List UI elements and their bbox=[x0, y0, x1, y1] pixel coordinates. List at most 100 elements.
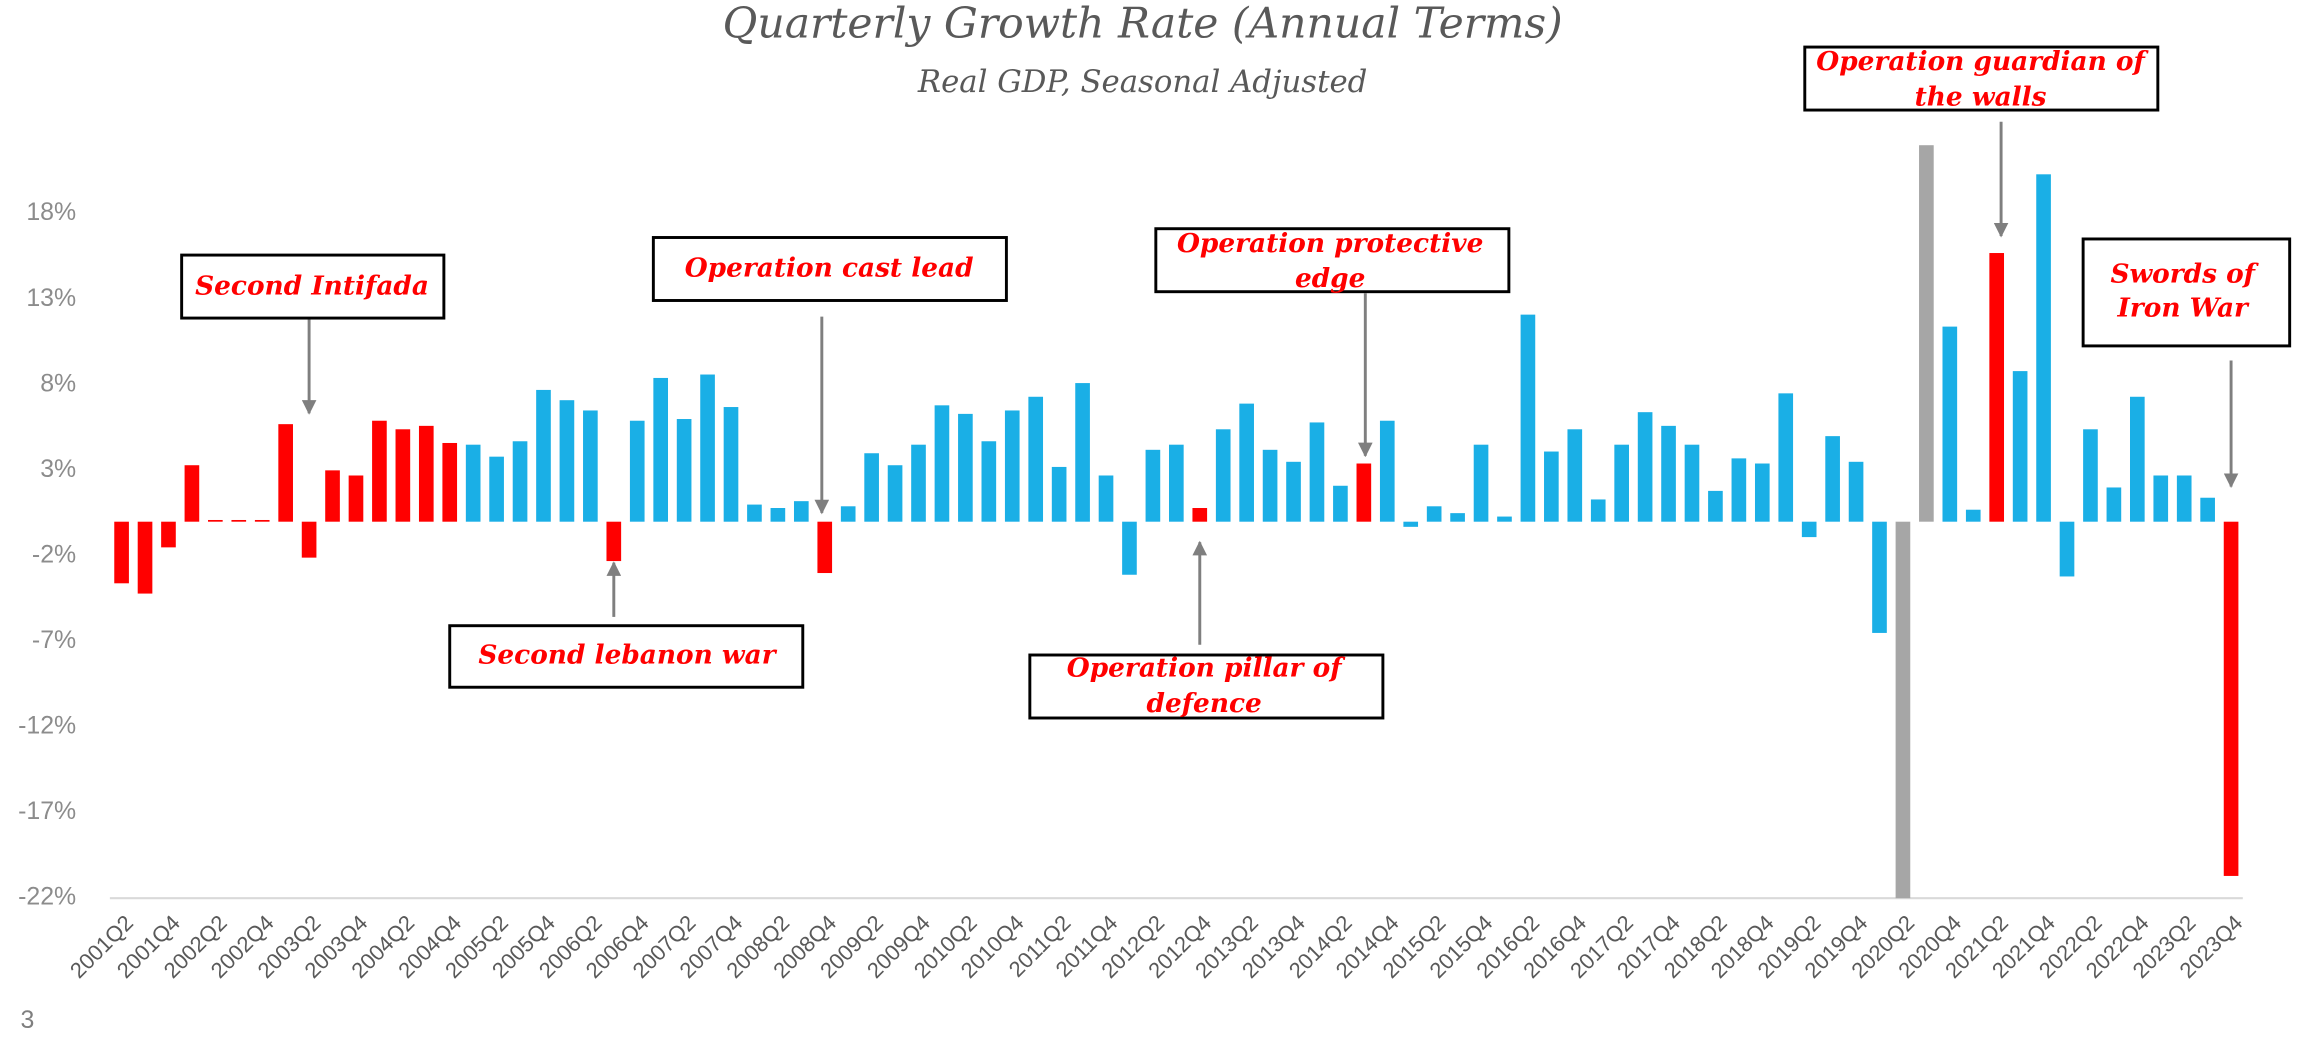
bar bbox=[559, 400, 575, 522]
bar bbox=[1356, 463, 1372, 522]
bar bbox=[1661, 425, 1676, 522]
bar bbox=[1426, 506, 1442, 522]
bar bbox=[1614, 444, 1629, 522]
bar bbox=[1122, 521, 1137, 575]
bar bbox=[2176, 475, 2192, 522]
y-tick-label: 3% bbox=[40, 455, 76, 483]
bar bbox=[372, 420, 387, 522]
y-tick-label: 13% bbox=[26, 284, 76, 312]
y-tick-label: -12% bbox=[18, 712, 76, 740]
bar bbox=[254, 519, 270, 522]
bar bbox=[911, 444, 926, 522]
bar bbox=[1145, 449, 1161, 522]
page-number: 3 bbox=[21, 1006, 35, 1034]
annotation-text: edge bbox=[1295, 263, 1365, 294]
bar bbox=[1403, 521, 1419, 527]
bar bbox=[2083, 429, 2098, 522]
bar bbox=[1309, 422, 1325, 522]
bar bbox=[1544, 451, 1559, 522]
bar bbox=[723, 407, 739, 522]
bar bbox=[887, 465, 903, 522]
bar bbox=[793, 501, 809, 522]
bar bbox=[489, 456, 504, 522]
y-tick-label: -22% bbox=[18, 883, 76, 911]
y-tick-label: -2% bbox=[32, 541, 76, 569]
annotation-text: defence bbox=[1147, 688, 1262, 719]
bar bbox=[653, 377, 669, 522]
bar bbox=[2129, 396, 2145, 522]
annotation-box bbox=[1154, 227, 1511, 294]
annotation-box bbox=[180, 253, 446, 320]
bar bbox=[208, 519, 223, 522]
bar bbox=[161, 521, 176, 548]
bar bbox=[934, 405, 950, 522]
bar bbox=[1286, 461, 1301, 522]
bar bbox=[1192, 508, 1208, 522]
bar bbox=[1004, 410, 1020, 522]
bar bbox=[583, 410, 598, 522]
annotation-text: the walls bbox=[1915, 81, 2047, 112]
bar bbox=[1473, 444, 1489, 522]
bar bbox=[1169, 444, 1184, 522]
bar bbox=[325, 470, 340, 522]
bar bbox=[114, 521, 129, 584]
bar bbox=[1520, 314, 1536, 522]
chart-subtitle: Real GDP, Seasonal Adjusted bbox=[917, 64, 1367, 100]
bar bbox=[1239, 403, 1254, 522]
bar bbox=[1731, 458, 1747, 522]
bar bbox=[1590, 499, 1606, 522]
y-tick-label: 18% bbox=[26, 198, 76, 226]
bar bbox=[1825, 436, 1840, 522]
bar bbox=[1051, 466, 1067, 522]
bar bbox=[184, 465, 200, 522]
bar bbox=[1028, 396, 1044, 522]
bar bbox=[840, 506, 856, 522]
annotation-text: Operation pillar of bbox=[1067, 653, 1346, 684]
bar bbox=[1684, 444, 1700, 522]
bar bbox=[1567, 429, 1583, 522]
annotation-box bbox=[1028, 653, 1385, 720]
bar bbox=[278, 424, 293, 522]
annotation-box bbox=[651, 236, 1008, 302]
bar bbox=[817, 521, 833, 574]
bar bbox=[301, 521, 317, 558]
bar bbox=[1215, 429, 1231, 522]
bar bbox=[418, 425, 434, 522]
bar bbox=[1098, 475, 1114, 522]
annotation-text: Swords of bbox=[2110, 259, 2259, 290]
y-tick-label: 8% bbox=[40, 369, 76, 397]
bar bbox=[348, 475, 364, 522]
bar bbox=[2200, 497, 2215, 522]
bar bbox=[1989, 253, 2005, 522]
bar bbox=[465, 444, 481, 522]
bar bbox=[2012, 371, 2028, 522]
bar bbox=[606, 521, 622, 562]
bar bbox=[512, 441, 528, 522]
annotation-text: Operation protective bbox=[1177, 228, 1483, 259]
bar bbox=[395, 429, 411, 522]
bar bbox=[1075, 383, 1090, 522]
bar bbox=[981, 441, 997, 522]
bar bbox=[442, 442, 458, 522]
bar bbox=[2059, 521, 2075, 577]
bar bbox=[1872, 521, 1887, 633]
bar bbox=[1497, 516, 1512, 522]
chart-title: Quarterly Growth Rate (Annual Terms) bbox=[723, 0, 1563, 49]
bar bbox=[2036, 174, 2051, 522]
bar bbox=[1450, 513, 1465, 522]
y-tick-label: -17% bbox=[18, 797, 76, 825]
bar bbox=[1333, 485, 1348, 522]
bar bbox=[1848, 461, 1864, 522]
bar bbox=[1965, 509, 1981, 522]
bar bbox=[1942, 326, 1958, 522]
bar bbox=[1637, 412, 1653, 522]
bar bbox=[2106, 487, 2122, 522]
annotation-box bbox=[448, 624, 805, 689]
bar bbox=[1778, 393, 1794, 522]
bar bbox=[1919, 145, 1934, 522]
bar bbox=[1708, 490, 1723, 522]
bar bbox=[747, 504, 762, 522]
bar bbox=[700, 374, 715, 522]
